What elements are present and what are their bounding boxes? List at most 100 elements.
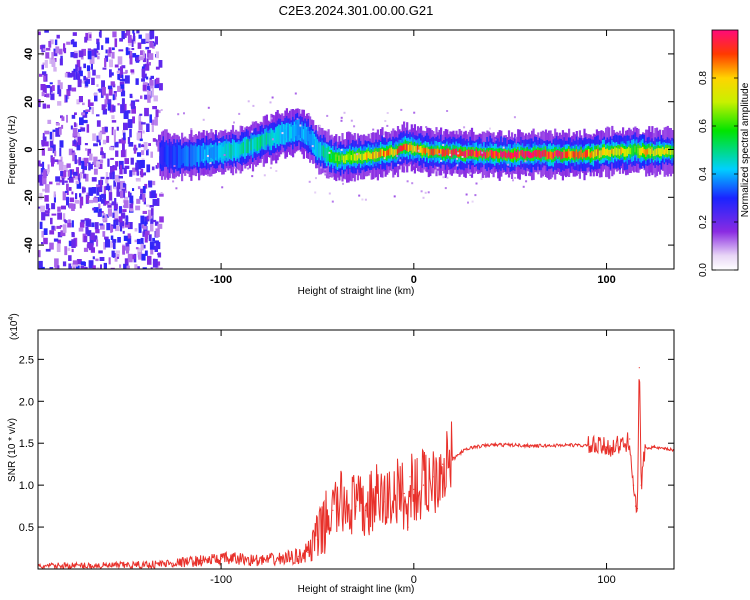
heatmap-noise-cell (48, 41, 51, 48)
heatmap-noise-cell (49, 82, 53, 85)
heatmap-noise-cell (61, 116, 65, 121)
heatmap-ridge-cell (446, 148, 449, 155)
heatmap-ridge-cell (598, 150, 601, 159)
heatmap-noise-cell (64, 180, 68, 183)
heatmap-ridge-cell (564, 151, 568, 158)
heatmap-noise-cell (120, 180, 125, 190)
snr-point (638, 367, 640, 369)
colorbar-ticks: 0.0 0.2 0.4 0.6 0.8 (698, 71, 738, 277)
heatmap-noise-cell (99, 257, 105, 261)
heatmap-noise-cell (68, 255, 72, 261)
heatmap-ridge-cell (546, 151, 549, 160)
heatmap-noise-cell (109, 172, 113, 180)
heatmap-ridge-cell (466, 149, 469, 158)
heatmap-noise-cell (139, 113, 143, 116)
heatmap-faint-cell (263, 174, 266, 177)
heatmap-noise-cell (45, 248, 51, 252)
heatmap-noise-cell (136, 30, 140, 34)
heatmap-noise-cell (72, 41, 77, 48)
heatmap-ridge-cell (424, 148, 427, 155)
heatmap-noise-cell (39, 221, 43, 229)
heatmap-noise-cell (51, 52, 54, 61)
snr-point (413, 488, 415, 490)
heatmap-ridge-cell (233, 142, 236, 157)
heatmap-noise-cell (144, 216, 148, 225)
heatmap-noise-cell (147, 90, 151, 97)
heatmap-noise-cell (73, 140, 76, 145)
heatmap-noise-cell (127, 137, 131, 144)
heatmap-noise-cell (152, 44, 155, 49)
heatmap-noise-cell (113, 165, 118, 171)
heatmap-noise-cell (71, 220, 74, 228)
heatmap-noise-cell (53, 67, 57, 72)
heatmap-noise-cell (148, 180, 153, 188)
heatmap-noise-cell (78, 70, 83, 77)
heatmap-noise-cell (89, 153, 93, 161)
heatmap-noise-cell (153, 95, 158, 102)
heatmap-ridge-cell (295, 124, 298, 137)
heatmap-noise-cell (126, 246, 130, 254)
heatmap-noise-cell (61, 205, 66, 210)
heatmap-noise-cell (150, 75, 154, 79)
heatmap-ridge-cell (443, 148, 446, 157)
heatmap-noise-cell (93, 156, 98, 165)
heatmap-faint-cell (417, 149, 420, 152)
heatmap-ridge-cell (484, 152, 487, 159)
heatmap-noise-cell (68, 176, 74, 183)
heatmap-faint-cell (456, 157, 458, 160)
heatmap-noise-cell (147, 255, 152, 265)
heatmap-faint-cell (315, 177, 317, 180)
heatmap-ridge-cell (560, 151, 563, 160)
heatmap-noise-cell (89, 102, 94, 106)
heatmap-ridge-cell (612, 148, 615, 156)
heatmap-noise-cell (70, 268, 75, 269)
heatmap-noise-cell (108, 192, 113, 201)
heatmap-faint-cell (269, 101, 272, 104)
heatmap-noise-cell (101, 104, 106, 111)
heatmap-noise-cell (96, 239, 99, 247)
snr-point (365, 509, 367, 511)
heatmap-ridge-cell (213, 147, 216, 161)
heatmap-noise-cell (124, 196, 129, 203)
heatmap-ridge-cell (430, 148, 433, 155)
heatmap-ridge-cell (511, 152, 514, 159)
heatmap-faint-cell (382, 135, 385, 138)
heatmap-noise-cell (134, 239, 139, 243)
heatmap-noise-cell (94, 92, 98, 102)
heatmap-noise-cell (131, 39, 134, 47)
heatmap-faint-cell (512, 179, 514, 182)
heatmap-ridge-cell (575, 149, 578, 158)
heatmap-noise-cell (123, 71, 127, 74)
heatmap-noise-cell (120, 84, 125, 89)
heatmap-noise-cell (151, 88, 154, 98)
spectrogram-y-ticks: -40 -20 0 20 40 (23, 48, 674, 253)
heatmap-noise-cell (125, 216, 129, 225)
heatmap-noise-cell (129, 93, 133, 98)
snr-point (201, 560, 203, 562)
heatmap-noise-cell (150, 215, 154, 224)
heatmap-noise-cell (94, 222, 99, 230)
heatmap-faint-cell (449, 153, 452, 156)
heatmap-noise-cell (146, 164, 151, 173)
heatmap-noise-cell (60, 230, 66, 237)
heatmap-noise-cell (83, 75, 86, 81)
heatmap-noise-cell (43, 237, 48, 245)
heatmap-ridge-cell (383, 150, 386, 157)
heatmap-noise-cell (144, 230, 149, 239)
heatmap-noise-cell (114, 225, 120, 232)
heatmap-ridge-cell (441, 149, 444, 157)
heatmap-noise-cell (38, 174, 43, 183)
heatmap-noise-cell (79, 222, 85, 228)
heatmap-noise-cell (107, 203, 111, 206)
heatmap-faint-cell (308, 113, 311, 116)
heatmap-noise-cell (142, 130, 145, 134)
heatmap-noise-cell (123, 263, 126, 269)
heatmap-noise-cell (62, 191, 66, 201)
heatmap-noise-cell (106, 176, 110, 180)
heatmap-ridge-cell (372, 151, 375, 160)
heatmap-noise-cell (102, 108, 107, 115)
x-tick-label: -100 (210, 274, 232, 286)
heatmap-ridge-cell (461, 151, 464, 157)
heatmap-noise-cell (38, 31, 41, 36)
heatmap-ridge-cell (648, 147, 651, 155)
